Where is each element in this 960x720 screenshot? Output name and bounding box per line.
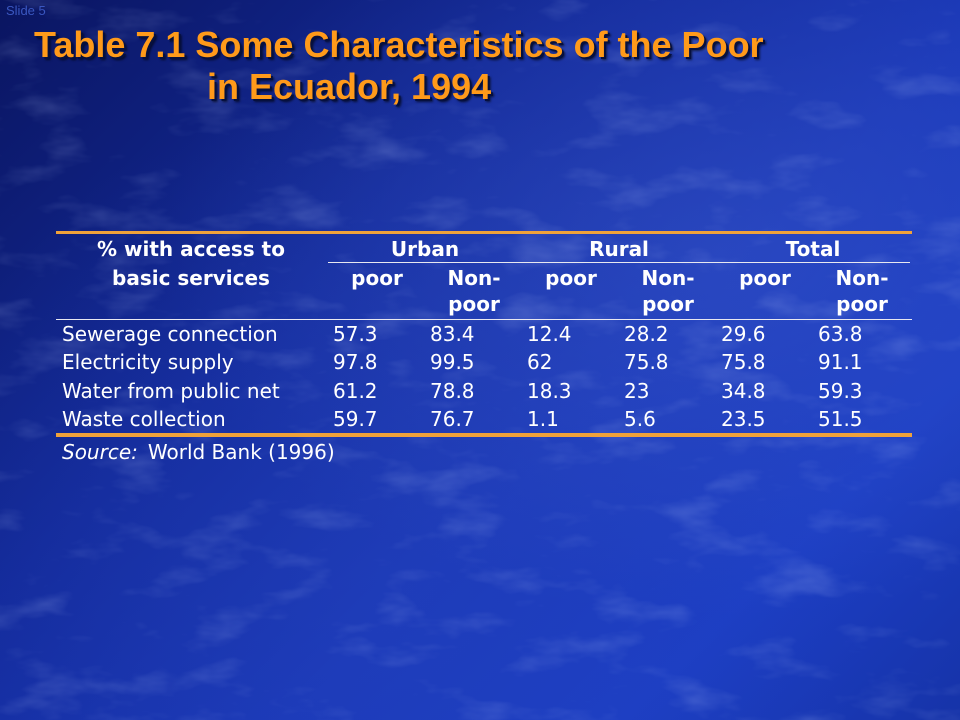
sub-header-total-nonpoor-line-2: poor <box>836 292 888 316</box>
source-text: World Bank (1996) <box>147 440 335 464</box>
table-cell: 28.2 <box>624 322 669 346</box>
sub-header-urban-nonpoor-line-2: poor <box>448 292 500 316</box>
sub-header-total-nonpoor: Non- <box>835 266 889 290</box>
table-cell: 59.3 <box>818 379 863 403</box>
sub-header-rural-nonpoor-line-2: poor <box>642 292 694 316</box>
table-cell: 97.8 <box>333 350 378 374</box>
row-label: Electricity supply <box>62 350 234 374</box>
table-cell: 76.7 <box>430 407 475 431</box>
sub-header-total-poor: poor <box>739 266 791 290</box>
slide-title: Table 7.1 Some Characteristics of the Po… <box>34 24 934 108</box>
table-cell: 5.6 <box>624 407 656 431</box>
table-cell: 23 <box>624 379 650 403</box>
table-cell: 29.6 <box>721 322 766 346</box>
table-cell: 23.5 <box>721 407 766 431</box>
table-cell: 91.1 <box>818 350 863 374</box>
table-cell: 18.3 <box>527 379 572 403</box>
table-cell: 83.4 <box>430 322 475 346</box>
row-label: Waste collection <box>62 407 226 431</box>
stub-header-line-1: % with access to <box>97 237 285 261</box>
table-cell: 75.8 <box>624 350 669 374</box>
table-cell: 57.3 <box>333 322 378 346</box>
table-cell: 51.5 <box>818 407 863 431</box>
sub-header-urban-poor: poor <box>351 266 403 290</box>
table-cell: 59.7 <box>333 407 378 431</box>
table-cell: 75.8 <box>721 350 766 374</box>
source-label: Source: <box>62 440 138 464</box>
stub-header-line-2: basic services <box>112 266 270 290</box>
table-cell: 63.8 <box>818 322 863 346</box>
sub-header-rural-nonpoor: Non- <box>641 266 695 290</box>
table-cell: 12.4 <box>527 322 572 346</box>
header-bottom-rule <box>56 319 912 320</box>
table-cell: 61.2 <box>333 379 378 403</box>
sub-header-rural-poor: poor <box>545 266 597 290</box>
group-header-rural: Rural <box>589 237 649 261</box>
slide-number: Slide 5 <box>6 3 46 18</box>
table-top-rule <box>56 231 912 234</box>
group-header-rule <box>328 262 910 263</box>
table-cell: 62 <box>527 350 553 374</box>
row-label: Water from public net <box>62 379 280 403</box>
table-source-note: Source: World Bank (1996) <box>62 440 335 464</box>
table-cell: 99.5 <box>430 350 475 374</box>
table-cell: 34.8 <box>721 379 766 403</box>
table-cell: 1.1 <box>527 407 559 431</box>
title-line-1: Table 7.1 Some Characteristics of the Po… <box>34 24 764 65</box>
sub-header-urban-nonpoor: Non- <box>447 266 501 290</box>
group-header-urban: Urban <box>390 237 460 261</box>
table-bottom-rule <box>56 433 912 437</box>
group-header-total: Total <box>785 237 841 261</box>
table-cell: 78.8 <box>430 379 475 403</box>
title-line-2: in Ecuador, 1994 <box>207 66 492 107</box>
row-label: Sewerage connection <box>62 322 278 346</box>
